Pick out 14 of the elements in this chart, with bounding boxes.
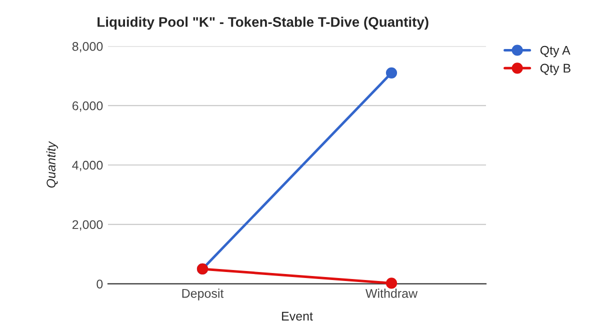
legend-label: Qty B (540, 64, 570, 76)
chart-title: Liquidity Pool "K" - Token-Stable T-Dive (Quantity) (98, 16, 428, 30)
x-tick-label: Withdraw (366, 288, 418, 298)
y-axis-title: Quantity (46, 141, 58, 188)
y-tick-label: 8,000 (72, 42, 103, 52)
y-tick-label: 4,000 (72, 160, 103, 172)
y-tick-label: 6,000 (72, 101, 103, 112)
y-tick-label: 0 (96, 280, 103, 288)
legend-label: Qty A (540, 46, 570, 58)
point (386, 67, 398, 78)
x-axis-title: Event (282, 312, 313, 321)
point (386, 278, 398, 289)
x-tick-label: Deposit (182, 288, 224, 300)
y-tick-label: 2,000 (72, 220, 103, 231)
